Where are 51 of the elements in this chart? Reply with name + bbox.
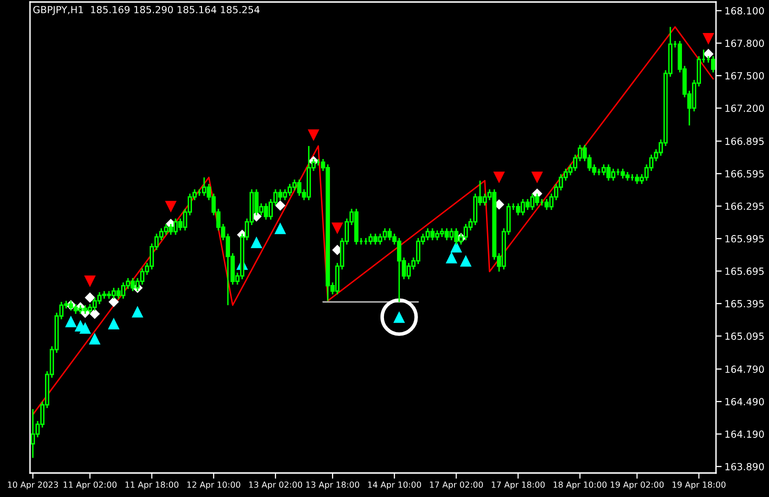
- point: [446, 252, 458, 264]
- x-tick-label: 17 Apr 02:00: [430, 481, 483, 490]
- x-tick-label: 13 Apr 18:00: [306, 481, 360, 490]
- x-tick-label: 12 Apr 10:00: [187, 481, 240, 490]
- y-tick-label: 166.895: [725, 138, 764, 145]
- point: [460, 254, 472, 267]
- y-tick-label: 163.890: [725, 462, 764, 470]
- x-tick-label: 11 Apr 18:00: [126, 481, 178, 490]
- point: [108, 318, 120, 330]
- point: [79, 322, 91, 334]
- line-series: [32, 26, 714, 416]
- point: [250, 236, 262, 248]
- x-tick-label: 17 Apr 18:00: [492, 481, 545, 490]
- point: [493, 172, 505, 184]
- y-tick-label: 166.295: [725, 202, 764, 210]
- y-tick-label: 165.695: [725, 268, 764, 275]
- x-tick-label: 14 Apr 10:00: [368, 481, 422, 490]
- chart-title: GBPJPY,H1 185.169 185.290 185.164 185.254: [33, 6, 260, 16]
- point: [165, 200, 177, 212]
- candlestick: [711, 55, 716, 74]
- y-tick-label: 167.500: [725, 72, 764, 80]
- y-tick-label: 167.800: [725, 40, 764, 47]
- point: [108, 296, 119, 308]
- y-tick-label: 166.595: [725, 170, 764, 178]
- x-tick-label: 18 Apr 10:00: [554, 481, 607, 490]
- y-tick-label: 164.790: [725, 366, 764, 373]
- y-tick-label: 167.200: [725, 104, 764, 112]
- point: [84, 276, 96, 288]
- y-tick-label: 165.395: [725, 300, 764, 308]
- y-tick-label: 165.995: [725, 235, 764, 242]
- point: [132, 306, 144, 318]
- point: [531, 172, 543, 184]
- x-tick-label: 13 Apr 02:00: [249, 481, 302, 490]
- point: [702, 33, 714, 45]
- point: [275, 200, 286, 211]
- y-tick-label: 168.100: [725, 7, 764, 14]
- point: [90, 308, 100, 320]
- point: [332, 222, 344, 234]
- y-tick-label: 165.095: [725, 332, 764, 340]
- y-tick-label: 164.490: [725, 398, 764, 406]
- point: [274, 222, 286, 234]
- point: [84, 292, 96, 303]
- point: [65, 316, 77, 328]
- y-tick-label: 164.190: [725, 430, 764, 438]
- x-tick-label: 10 Apr 2023: [8, 481, 58, 490]
- point: [450, 240, 462, 253]
- point: [308, 129, 320, 141]
- x-tick-label: 19 Apr 02:00: [610, 481, 664, 490]
- x-tick-label: 19 Apr 18:00: [672, 481, 726, 490]
- x-tick-label: 11 Apr 02:00: [64, 481, 117, 490]
- point: [88, 332, 101, 345]
